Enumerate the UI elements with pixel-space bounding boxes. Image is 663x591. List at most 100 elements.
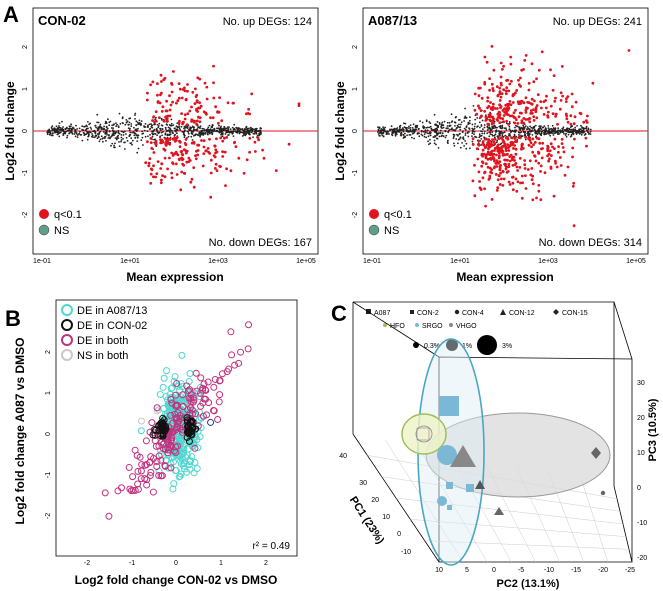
y-tick-label: 0 [45,432,52,436]
de-both-point [172,449,180,457]
sig-point [495,189,499,192]
sig-point [248,136,252,140]
sig-point [196,143,200,147]
ns-point [203,129,206,132]
sig-point [488,166,492,170]
sig-point [477,94,481,98]
ns-point [61,120,63,123]
up-degs-annotation: No. up DEGs: 124 [223,16,312,28]
ns-point [168,130,171,133]
ns-point [478,133,481,136]
sig-point [168,94,171,98]
srgo-point-con4b [437,496,447,506]
ns-point [134,118,136,120]
ns-point [104,132,107,135]
sig-point [564,100,568,103]
ns-point [427,135,430,138]
sig-point [211,116,215,120]
ns-point [231,132,234,135]
sig-point [484,119,488,122]
ns-point [501,135,504,137]
de-both-point [129,473,137,481]
ns-point [508,121,511,123]
sig-point [171,161,174,165]
sig-point [535,196,538,200]
ns-point [129,131,132,134]
sig-point [471,179,475,183]
sig-point [504,89,508,93]
de-both-point [191,410,199,418]
ns-point [176,132,178,135]
sig-point [584,136,588,140]
ns-point [229,128,232,131]
sig-point [184,143,188,147]
ns-point [567,133,570,136]
ns-point [139,123,141,126]
sig-point [159,181,163,185]
ns-point [174,129,176,132]
ns-point [427,140,429,143]
ns-point [390,125,393,128]
ns-point [396,129,399,132]
ns-point [191,139,194,141]
sig-point [186,112,190,115]
ns-point [113,144,115,147]
ns-point [537,132,540,134]
ns-point [400,131,403,134]
ns-point [423,126,426,128]
legend-label: HFO [390,323,405,330]
sig-point [186,83,189,86]
ns-point [253,132,256,135]
ns-point [120,134,123,136]
sig-point [151,80,155,84]
ns-point [107,137,110,139]
sig-point [535,104,539,107]
ns-point [578,131,581,133]
up-degs-annotation: No. up DEGs: 241 [553,16,642,28]
sig-point [215,137,218,141]
ns-point [394,133,397,136]
legend-marker-ns [61,349,73,361]
ns-point [140,120,143,122]
de-both-point [134,480,142,488]
ns-point [433,139,436,142]
sig-point [524,54,528,57]
ns-point [106,129,108,131]
sig-point [497,161,500,165]
de-both-point [143,481,151,489]
ns-point [456,133,458,136]
sig-point [478,180,481,183]
ns-point [190,126,193,129]
ns-point [156,131,159,134]
sig-point [565,117,569,121]
ns-point [148,123,151,126]
box-edge [352,301,440,358]
ns-point [400,128,403,131]
sig-point [223,136,226,140]
ns-point [483,130,486,133]
de-con02-point [162,425,170,433]
sig-point [565,97,568,100]
sig-point [219,136,223,140]
ns-point [526,128,528,131]
ns-point [435,132,438,134]
ns-point [96,121,98,124]
sig-point [498,99,502,102]
ns-point [238,129,241,132]
sig-point [167,142,171,146]
de-both-point [147,468,155,476]
ns-point [177,126,180,128]
ns-point [199,134,202,137]
x-axis-label: Mean expression [126,270,223,284]
ns-point [61,127,64,130]
ns-point [382,135,385,138]
panel-label-c: C [331,301,347,326]
ns-point [134,129,137,131]
ns-point [122,138,124,140]
sig-point [579,112,583,116]
de-both-point [216,377,224,385]
legend-label: 1% [462,343,472,350]
de-both-point [225,365,233,373]
ns-point [187,132,190,135]
